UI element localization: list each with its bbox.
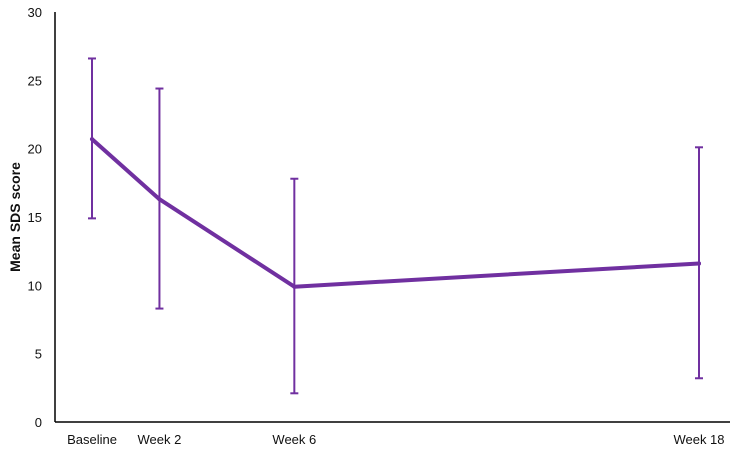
y-tick-label: 15 (28, 210, 42, 225)
y-tick-label: 0 (35, 415, 42, 430)
y-tick-label: 10 (28, 278, 42, 293)
y-tick-label: 20 (28, 142, 42, 157)
x-tick-label: Baseline (67, 432, 117, 447)
data-point (697, 261, 701, 266)
x-tick-label: Week 2 (138, 432, 182, 447)
y-tick-label: 25 (28, 73, 42, 88)
y-tick-label: 30 (28, 5, 42, 20)
data-point (157, 197, 162, 202)
y-axis-title: Mean SDS score (7, 162, 23, 272)
x-tick-label: Week 6 (272, 432, 316, 447)
series-line (90, 137, 701, 289)
data-point (292, 284, 297, 289)
y-tick-label: 5 (35, 347, 42, 362)
x-tick-label: Week 18 (673, 432, 724, 447)
data-point (90, 137, 94, 142)
